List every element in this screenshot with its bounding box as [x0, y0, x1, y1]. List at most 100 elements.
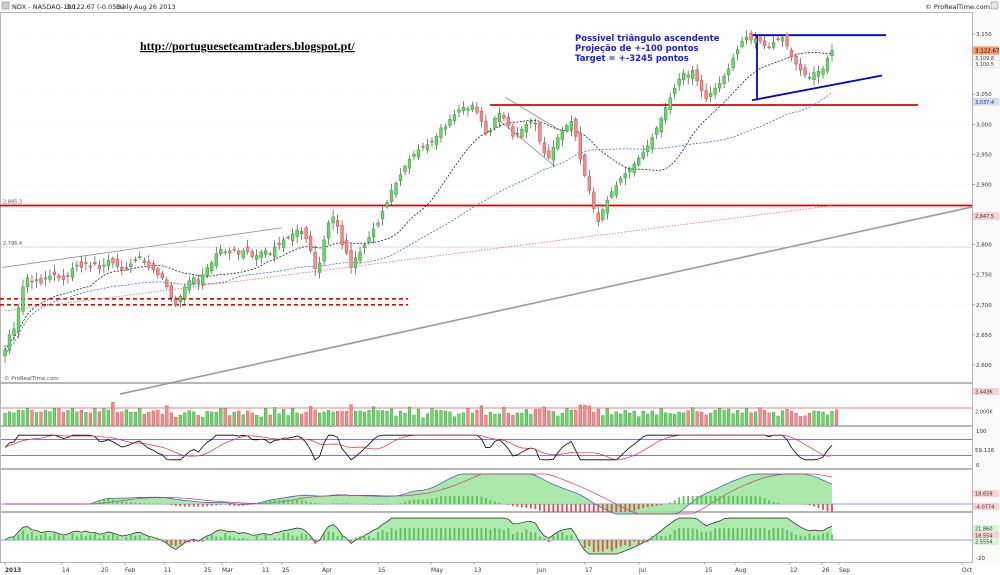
stoch-histogram-bar — [89, 534, 92, 540]
candle — [560, 130, 564, 140]
macd-histogram-bar — [192, 504, 195, 507]
macd-histogram-bar — [489, 499, 492, 504]
macd-histogram-bar — [138, 502, 141, 504]
window-menu-icon[interactable] — [1, 1, 10, 10]
volume-bar — [709, 413, 713, 426]
macd-histogram-bar — [179, 504, 182, 507]
level-label: 2,885.3 — [3, 200, 22, 206]
stoch-histogram-bar — [255, 534, 258, 540]
stoch-histogram-bar — [449, 528, 451, 540]
candle — [502, 114, 506, 119]
price-tick-label: 2,650 — [976, 333, 992, 339]
volume-bar — [376, 410, 380, 426]
candle — [165, 279, 169, 288]
candle — [259, 251, 263, 258]
candle — [682, 72, 686, 81]
stoch-tag-label: 21.860 — [975, 527, 993, 533]
macd-histogram-bar — [305, 500, 308, 504]
macd-histogram-bar — [520, 504, 523, 508]
stoch-histogram-bar — [804, 536, 806, 540]
macd-histogram-bar — [102, 499, 105, 504]
macd-tag — [973, 490, 999, 497]
stoch-histogram-bar — [507, 528, 510, 540]
volume-bar — [646, 413, 650, 426]
macd-histogram-bar — [224, 504, 227, 505]
candle — [178, 296, 182, 303]
candle — [380, 210, 385, 220]
macd-histogram-bar — [646, 504, 649, 508]
stoch-histogram-bar — [556, 533, 559, 540]
stoch-histogram-bar — [682, 528, 685, 540]
volume-bar — [443, 411, 448, 426]
blog-url[interactable]: http://portugueseteamtraders.blogspot.pt… — [140, 39, 355, 53]
macd-histogram-bar — [754, 496, 757, 504]
macd-histogram-bar — [111, 499, 114, 504]
candle — [506, 116, 511, 126]
macd-histogram-bar — [251, 504, 254, 505]
candle — [812, 72, 816, 80]
volume-bar — [25, 408, 30, 426]
macd-histogram-bar — [210, 504, 213, 506]
stoch-histogram-bar — [282, 532, 285, 540]
pattern-note-line1: Possivel triângulo ascendente — [575, 34, 720, 44]
volume-bar — [389, 408, 394, 426]
macd-histogram-bar — [624, 504, 627, 512]
stoch-histogram-bar — [215, 536, 218, 540]
price-tick-label: 2,600 — [976, 363, 992, 369]
macd-histogram-bar — [669, 502, 672, 504]
volume-bar — [48, 411, 52, 426]
x-axis: 2013 14 25 Feb 11 25 Mar 11 25 Apr 15 May 13 Jun 17 Jul… — [4, 562, 973, 574]
macd-histogram-bar — [282, 499, 285, 504]
candle — [749, 32, 753, 41]
candle — [493, 118, 497, 128]
candle — [524, 124, 529, 133]
volume-bar — [3, 412, 7, 426]
candle — [731, 57, 735, 69]
volume-bar — [398, 410, 403, 426]
volume-bar — [124, 409, 128, 426]
macd-tag-label: 18.659 — [975, 492, 993, 498]
stoch-histogram-bar — [84, 536, 87, 540]
stoch-histogram-bar — [377, 532, 379, 540]
candle — [623, 173, 627, 179]
candle — [668, 97, 672, 111]
candle — [677, 78, 681, 86]
stoch-histogram-bar — [404, 528, 406, 540]
volume-bar — [807, 413, 812, 426]
macd-histogram-bar — [556, 504, 559, 512]
macd-histogram-bar — [570, 504, 573, 512]
candle — [605, 199, 609, 214]
stoch-histogram-bar — [606, 540, 609, 550]
candle — [740, 40, 744, 47]
macd-histogram-bar — [125, 501, 128, 504]
volume-bar — [367, 409, 371, 426]
volume-bar — [219, 408, 223, 426]
candle — [308, 235, 313, 251]
stoch-histogram-bar — [768, 530, 770, 540]
candle — [452, 114, 457, 122]
macd-histogram-bar — [300, 500, 303, 504]
price-tick-label: 2,950 — [976, 152, 992, 158]
x-tick-label: Jul — [638, 568, 646, 574]
volume-bar — [551, 411, 555, 426]
stoch-histogram-bar — [233, 537, 236, 540]
stoch-histogram-bar — [624, 540, 627, 546]
candle — [282, 239, 286, 248]
volume-bar — [466, 408, 470, 426]
stoch-histogram-bar — [552, 535, 555, 540]
stoch-histogram-bar — [637, 540, 640, 546]
stoch-histogram-bar — [520, 532, 523, 540]
volume-bar — [340, 411, 344, 426]
macd-histogram-bar — [826, 504, 829, 512]
stoch-histogram-bar — [237, 538, 240, 540]
candle — [340, 225, 344, 245]
macd-histogram-bar — [237, 504, 240, 507]
volume-bar — [506, 413, 510, 426]
close-icon[interactable] — [990, 1, 999, 10]
macd-histogram-bar — [269, 500, 272, 504]
macd-histogram-bar — [723, 496, 726, 504]
stoch-histogram-bar — [673, 529, 676, 540]
price-tick-label: 2,800 — [976, 243, 992, 249]
candle — [214, 253, 218, 267]
